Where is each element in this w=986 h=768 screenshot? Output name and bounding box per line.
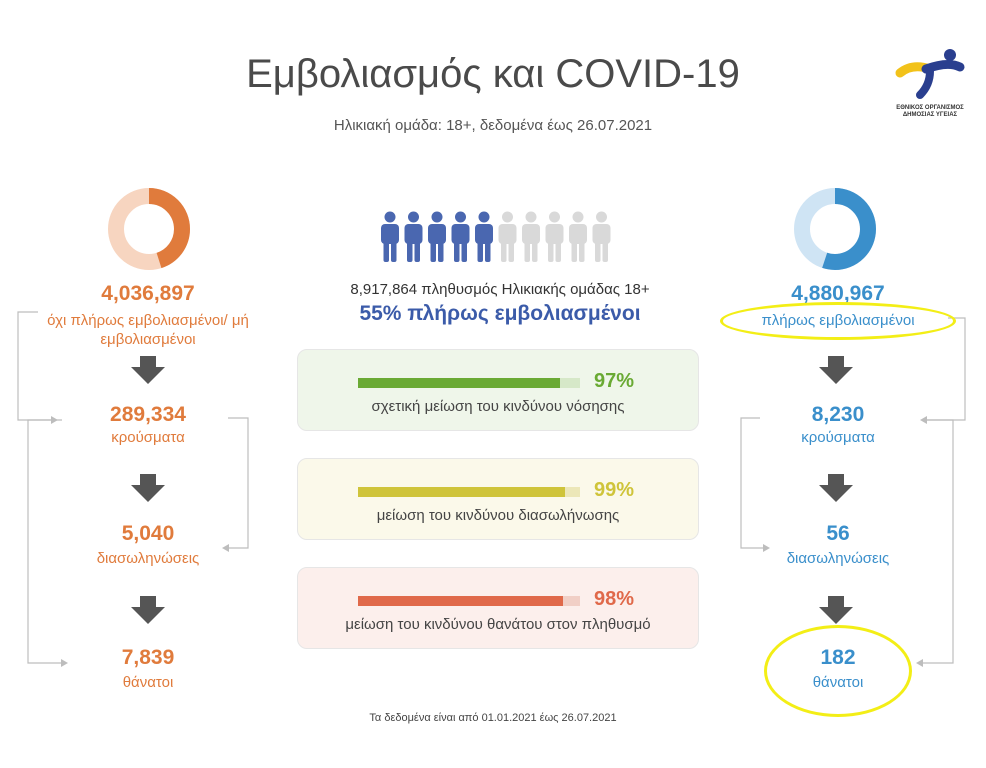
vaccinated-total: 4,880,967	[791, 282, 885, 305]
highlight-ellipse-total	[720, 302, 956, 340]
person-vaccinated-icon	[404, 211, 423, 262]
person-vaccinated-icon	[475, 211, 493, 262]
card-percent: 98%	[594, 588, 635, 610]
unvaccinated-cases: 289,334	[110, 403, 186, 426]
unvaccinated-deaths: 7,839	[121, 646, 175, 669]
person-vaccinated-icon	[451, 211, 470, 262]
vaccinated-icu: 56	[826, 522, 850, 545]
card-bar-track	[358, 596, 580, 606]
unvaccinated-donut-chart	[108, 188, 190, 270]
people-pictogram	[378, 210, 618, 266]
down-arrow-icon	[819, 356, 853, 384]
unvaccinated-total-label: όχι πλήρως εμβολιασμένοι/ μή εμβολιασμέν…	[47, 312, 249, 348]
vaccinated-icu-label: διασωληνώσεις	[786, 550, 890, 567]
down-arrow-icon	[131, 474, 165, 502]
population-count: 8,917,864 πληθυσμός Ηλικιακής ομάδας 18+	[350, 281, 650, 298]
card-bar-fill	[358, 378, 561, 388]
person-vaccinated-icon	[381, 211, 399, 262]
card-bar-track	[358, 487, 580, 497]
footer-note: Τα δεδομένα είναι από 01.01.2021 έως 26.…	[369, 712, 617, 724]
person-unvaccinated-icon	[498, 211, 517, 262]
card-bar-track	[358, 378, 580, 388]
page-title: Εμβολιασμός και COVID-19	[246, 52, 740, 96]
card-percent: 97%	[594, 370, 635, 392]
down-arrow-icon	[131, 596, 165, 624]
vaccinated-donut	[792, 186, 878, 272]
down-arrow-icon	[819, 474, 853, 502]
card-label: σχετική μείωση του κινδύνου νόσησης	[371, 398, 625, 415]
card-bar-fill	[358, 487, 565, 497]
eody-logo-text: ΕΘΝΙΚΟΣ ΟΡΓΑΝΙΣΜΟΣ ΔΗΜΟΣΙΑΣ ΥΓΕΙΑΣ	[896, 105, 964, 118]
unvaccinated-icu-label: διασωληνώσεις	[96, 550, 200, 567]
vaccinated-cases-label: κρούσματα	[801, 429, 875, 446]
person-vaccinated-icon	[428, 211, 446, 262]
unvaccinated-total: 4,036,897	[101, 282, 195, 305]
highlight-ellipse-deaths	[764, 625, 912, 717]
population-vaccinated-percent: 55% πλήρως εμβολιασμένοι	[359, 302, 641, 325]
card-death-reduction: 98% μείωση του κινδύνου θανάτου στον πλη…	[297, 567, 699, 649]
vaccinated-donut-chart	[794, 188, 876, 270]
person-unvaccinated-icon	[569, 211, 587, 262]
eody-logo: ΕΘΝΙΚΟΣ ΟΡΓΑΝΙΣΜΟΣ ΔΗΜΟΣΙΑΣ ΥΓΕΙΑΣ	[890, 45, 970, 145]
unvaccinated-cases-label: κρούσματα	[111, 429, 185, 446]
card-percent: 99%	[594, 479, 635, 501]
card-bar-fill	[358, 596, 563, 606]
people-icons	[381, 211, 611, 262]
unvaccinated-icu: 5,040	[121, 522, 175, 545]
card-infection-reduction: 97% σχετική μείωση του κινδύνου νόσησης	[297, 349, 699, 431]
person-unvaccinated-icon	[592, 211, 611, 262]
eody-logo-icon	[895, 49, 965, 99]
vaccinated-share-arc	[794, 188, 876, 270]
unvaccinated-share-arc	[108, 188, 190, 270]
person-unvaccinated-icon	[522, 211, 540, 262]
down-arrow-icon	[819, 596, 853, 624]
card-label: μείωση του κινδύνου θανάτου στον πληθυσμ…	[345, 616, 651, 633]
unvaccinated-donut	[106, 186, 192, 272]
unvaccinated-deaths-label: θάνατοι	[122, 674, 174, 691]
person-unvaccinated-icon	[545, 211, 564, 262]
down-arrow-icon	[131, 356, 165, 384]
page-subtitle: Ηλικιακή ομάδα: 18+, δεδομένα έως 26.07.…	[333, 117, 653, 134]
card-icu-reduction: 99% μείωση του κινδύνου διασωλήνωσης	[297, 458, 699, 540]
card-label: μείωση του κινδύνου διασωλήνωσης	[376, 507, 620, 524]
vaccinated-cases: 8,230	[811, 403, 865, 426]
